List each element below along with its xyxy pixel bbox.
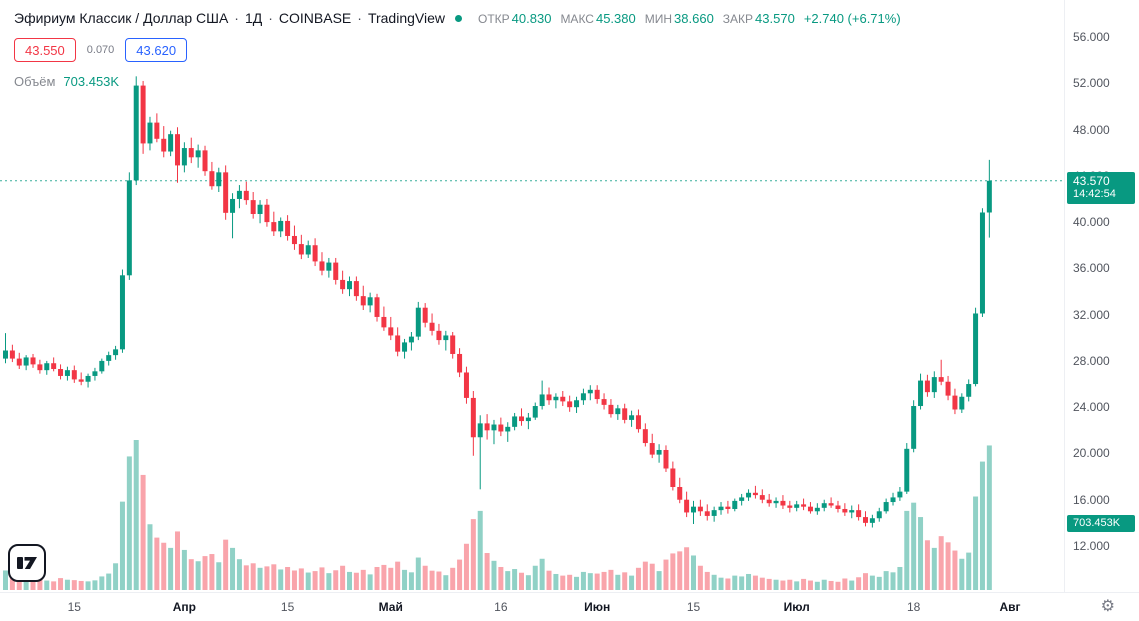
price-tick-label: 12.000 [1073, 539, 1110, 553]
close-label: ЗАКР [722, 11, 754, 26]
time-tick-label: Апр [172, 600, 196, 614]
ohlc-readout: ОТКР 40.830 МАКС 45.380 МИН 38.660 ЗАКР … [478, 11, 901, 26]
close-value: 43.570 [755, 10, 795, 26]
interval-value[interactable]: 1Д [244, 10, 263, 26]
time-tick-label: 18 [906, 600, 921, 614]
time-tick-label: 16 [494, 600, 508, 614]
volume-tag: 703.453K [1067, 515, 1135, 532]
price-tick-label: 40.000 [1073, 215, 1110, 230]
price-tick-label: 52.000 [1073, 76, 1110, 91]
high-value: 45.380 [595, 10, 636, 26]
time-axis[interactable]: 15 Апр 15 Май 16 Июн 15 Июл 18 Авг ⚙ [0, 592, 1139, 621]
separator: · [268, 10, 273, 26]
time-tick-label: 15 [280, 600, 295, 614]
volume-value: 703.453K [63, 74, 120, 89]
current-price-tag: 43.570 14:42:54 [1067, 171, 1135, 204]
symbol-header: Эфириум Классик / Доллар США · 1Д · COIN… [14, 8, 901, 28]
volume-legend: Объём 703.453K [14, 74, 901, 89]
volume-label: Объём [14, 74, 56, 89]
change-value: +2.740 (+6.71%) [803, 10, 901, 26]
high-label: МАКС [560, 11, 594, 26]
market-status-icon[interactable] [455, 14, 462, 22]
separator: · [234, 10, 239, 26]
low-value: 38.660 [674, 10, 714, 26]
current-price-value: 43.570 [1073, 173, 1110, 188]
legend: Эфириум Классик / Доллар США · 1Д · COIN… [14, 8, 901, 89]
price-tick-label: 48.000 [1073, 122, 1110, 137]
price-tick-label: 16.000 [1073, 492, 1110, 507]
tradingview-logo-icon [17, 557, 37, 569]
candlestick-chart [0, 76, 1064, 590]
open-value: 40.830 [511, 10, 552, 26]
price-tick-label: 32.000 [1073, 307, 1110, 322]
gear-icon[interactable]: ⚙ [1100, 598, 1115, 615]
price-tick-label: 56.000 [1073, 30, 1110, 44]
brand-link[interactable]: TradingView [367, 10, 445, 26]
low-label: МИН [644, 11, 673, 26]
exchange-name[interactable]: COINBASE [278, 10, 352, 26]
price-tick-label: 28.000 [1073, 353, 1110, 368]
open-label: ОТКР [478, 11, 510, 26]
tradingview-logo[interactable] [8, 544, 46, 582]
price-tick-label: 24.000 [1073, 400, 1110, 415]
chart-plot-area[interactable]: Эфириум Классик / Доллар США · 1Д · COIN… [0, 0, 1064, 592]
time-tick-label: Авг [999, 600, 1021, 614]
bar-countdown: 14:42:54 [1073, 187, 1116, 200]
symbol-title[interactable]: Эфириум Классик / Доллар США [14, 10, 229, 26]
sell-button[interactable]: 43.550 [14, 38, 76, 62]
separator: · [357, 10, 362, 26]
price-tick-label: 20.000 [1073, 446, 1110, 461]
time-tick-label: 15 [67, 600, 81, 614]
price-tick-label: 36.000 [1073, 261, 1110, 276]
time-tick-label: Июн [584, 600, 611, 614]
time-tick-label: Июл [783, 600, 810, 614]
buy-button[interactable]: 43.620 [125, 38, 188, 62]
time-tick-label: 15 [686, 600, 701, 614]
trade-buttons: 43.550 0.070 43.620 [14, 38, 901, 62]
spread-value: 0.070 [86, 44, 115, 56]
price-axis[interactable]: 56.00052.00048.00044.00040.00036.00032.0… [1064, 0, 1139, 592]
time-tick-label: Май [378, 600, 403, 614]
